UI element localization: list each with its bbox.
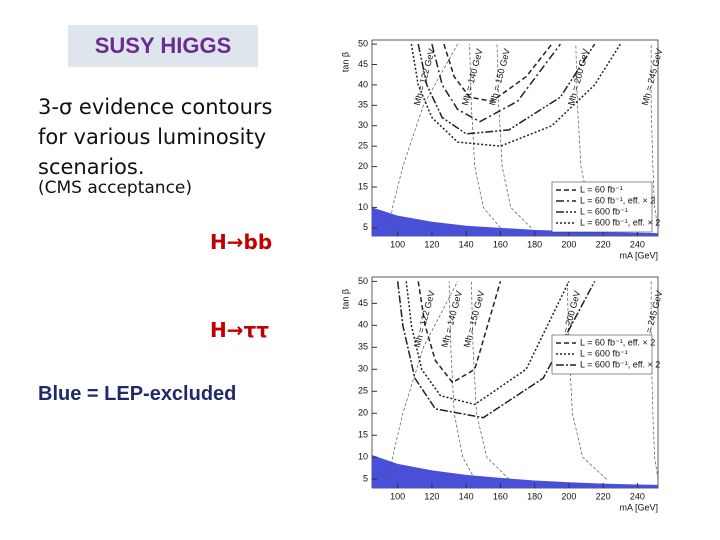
note: (CMS acceptance) — [38, 178, 193, 198]
x-tick-label: 180 — [527, 239, 542, 249]
x-tick-label: 140 — [459, 491, 474, 501]
y-tick-label: 20 — [358, 161, 368, 171]
y-tick-label: 20 — [358, 408, 368, 418]
y-tick-label: 45 — [358, 59, 368, 69]
y-axis-label: tan β — [340, 289, 350, 309]
x-tick-label: 140 — [459, 239, 474, 249]
x-tick-label: 220 — [596, 491, 611, 501]
y-tick-label: 25 — [358, 141, 368, 151]
legend-label: L = 600 fb⁻¹, eff. × 2 — [580, 217, 660, 227]
y-tick-label: 40 — [358, 320, 368, 330]
x-tick-label: 120 — [424, 491, 439, 501]
legend-label: L = 600 fb⁻¹ — [580, 348, 628, 358]
x-tick-label: 200 — [561, 239, 576, 249]
legend-label: L = 600 fb⁻¹ — [580, 206, 628, 216]
x-tick-label: 220 — [596, 239, 611, 249]
y-tick-label: 10 — [358, 452, 368, 462]
y-tick-label: 35 — [358, 342, 368, 352]
mh-contour — [388, 281, 458, 480]
y-tick-label: 10 — [358, 202, 368, 212]
series-line — [405, 281, 570, 406]
x-tick-label: 160 — [493, 491, 508, 501]
x-axis-label: mA [GeV] — [619, 502, 658, 512]
y-tick-label: 50 — [358, 38, 368, 48]
x-tick-label: 100 — [390, 491, 405, 501]
y-tick-label: 25 — [358, 386, 368, 396]
y-tick-label: 30 — [358, 364, 368, 374]
plot-area — [371, 276, 659, 489]
legend-label: L = 60 fb⁻¹, eff. × 2 — [580, 195, 655, 205]
y-tick-label: 45 — [358, 298, 368, 308]
legend-note: Blue = LEP-excluded — [38, 383, 237, 405]
series-line — [417, 43, 596, 135]
description: 3-σ evidence contours for various lumino… — [38, 95, 273, 179]
slide-title: SUSY HIGGS — [68, 25, 258, 67]
mh-contour — [650, 281, 659, 480]
y-axis-label: tan β — [340, 52, 350, 72]
series-line — [410, 43, 621, 147]
mh-contour — [470, 281, 510, 480]
excluded-area — [372, 455, 658, 488]
chart: 5 10 15 20 25 30 35 40 45 50 100 120 140 160 180 200 220… — [340, 276, 664, 513]
x-tick-label: 100 — [390, 239, 405, 249]
y-tick-label: 5 — [363, 222, 368, 232]
mh-contour — [448, 281, 476, 480]
excluded-area — [372, 207, 658, 236]
y-tick-label: 15 — [358, 430, 368, 440]
y-tick-label: 40 — [358, 79, 368, 89]
x-tick-label: 120 — [424, 239, 439, 249]
x-axis-label: mA [GeV] — [619, 250, 658, 260]
mh-contour — [566, 281, 607, 480]
mh-contour — [469, 44, 501, 229]
y-tick-label: 35 — [358, 100, 368, 110]
y-tick-label: 15 — [358, 181, 368, 191]
y-tick-label: 50 — [358, 276, 368, 286]
channel-label: H→bb — [210, 230, 273, 254]
x-tick-label: 180 — [527, 491, 542, 501]
series-line — [443, 43, 553, 103]
legend-label: L = 60 fb⁻¹ — [580, 184, 623, 194]
x-tick-label: 200 — [561, 491, 576, 501]
y-tick-label: 5 — [363, 474, 368, 484]
x-tick-label: 160 — [493, 239, 508, 249]
mh-contour — [650, 44, 659, 228]
legend-label: L = 60 fb⁻¹, eff. × 2 — [580, 337, 655, 347]
legend-label: L = 600 fb⁻¹, eff. × 2 — [580, 359, 660, 369]
chart: 5 10 15 20 25 30 35 40 45 50 100 120 140 160 180 200 220… — [340, 38, 664, 260]
x-tick-label: 240 — [630, 239, 645, 249]
series-line — [431, 43, 561, 123]
series-line — [396, 281, 596, 419]
channel-label: H→ττ — [210, 318, 270, 342]
x-tick-label: 240 — [630, 491, 645, 501]
mh-contour — [388, 43, 458, 228]
mh-contour — [496, 44, 532, 229]
y-tick-label: 30 — [358, 120, 368, 130]
